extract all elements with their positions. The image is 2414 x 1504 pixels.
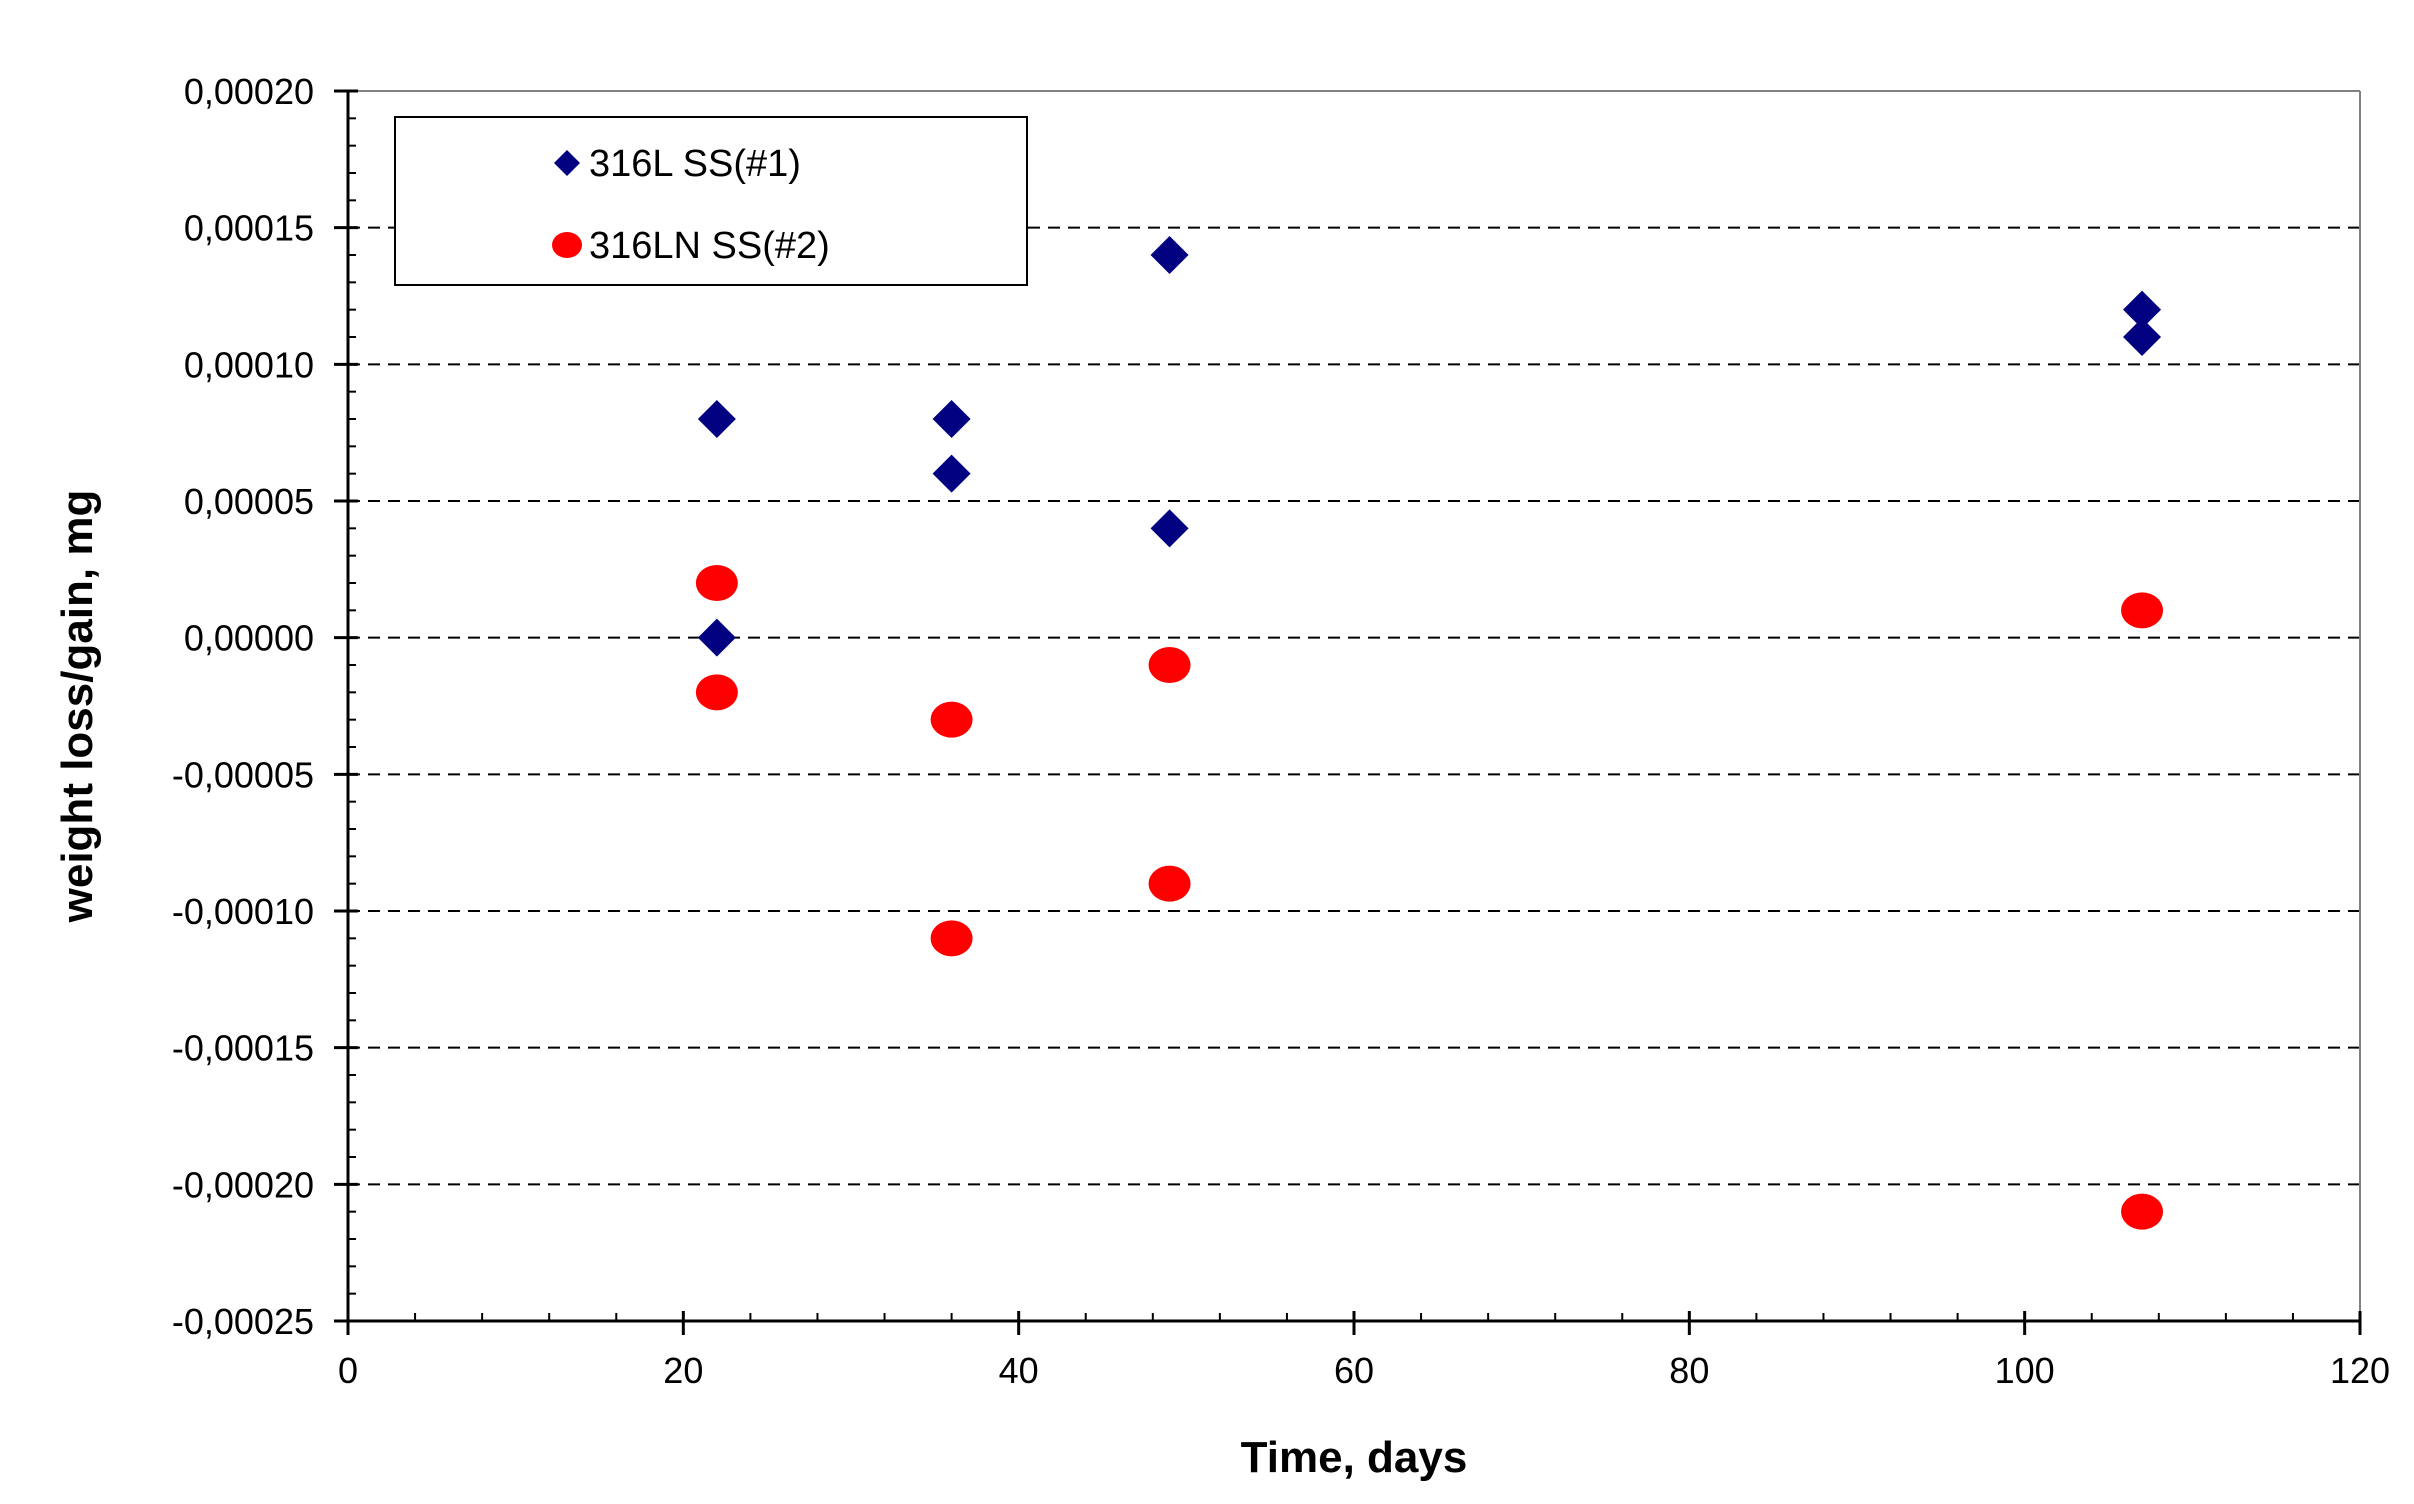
data-points [695,236,2164,1230]
grid-lines [348,226,2360,1186]
series-2 [695,565,2164,1230]
legend-entries: 316L SS(#1) 316LN SS(#2) [552,143,830,267]
x-tick-label: 40 [999,1350,1039,1391]
legend-label: 316LN SS(#2) [589,225,830,267]
data-point-circle [930,920,973,957]
series-1 [697,236,2162,657]
y-tick-label: 0,00015 [184,208,314,249]
x-axis-title: Time, days [1241,1433,1468,1482]
data-point-diamond [932,454,971,493]
data-point-diamond [2123,318,2162,356]
x-tick-label: 80 [1669,1350,1709,1391]
y-tick-label: 0,00005 [184,481,314,522]
y-tick-label: -0,00020 [172,1164,314,1205]
y-tick-label: 0,00000 [184,618,314,659]
y-tick-label: 0,00020 [184,71,314,112]
legend: 316L SS(#1) 316LN SS(#2) [394,116,1028,286]
x-tick-label: 100 [1995,1350,2055,1391]
data-point-circle [1148,647,1191,683]
y-axis-title: weight loss/gain, mg [53,490,102,924]
legend-label: 316L SS(#1) [589,143,801,185]
y-tick-label: 0,00010 [184,344,314,385]
x-tick-label: 120 [2330,1350,2390,1391]
data-point-diamond [697,618,736,657]
data-point-circle [2121,1193,2164,1230]
data-point-diamond [1150,236,1189,274]
legend-marker-circle [552,232,582,258]
y-tick-label: -0,00015 [172,1028,314,1069]
tick-labels: 0,00020 0,00015 0,00010 0,00005 0,00000 -0,00… [172,71,2390,1391]
y-tick-label: -0,00025 [172,1301,314,1342]
legend-box [394,116,1028,286]
data-point-circle [1148,865,1191,902]
axes [334,89,2362,1335]
legend-marker-diamond [554,150,580,176]
x-tick-label: 60 [1334,1350,1374,1391]
y-tick-label: -0,00005 [172,754,314,795]
x-tick-label: 20 [663,1350,703,1391]
data-point-circle [2121,592,2164,629]
data-point-circle [930,701,973,738]
data-point-circle [695,674,738,711]
data-point-diamond [932,400,971,438]
data-point-diamond [2123,290,2162,329]
data-point-diamond [1150,509,1189,548]
x-tick-label: 0 [338,1350,358,1391]
data-point-circle [695,565,738,601]
y-tick-label: -0,00010 [172,891,314,932]
data-point-diamond [697,400,736,438]
